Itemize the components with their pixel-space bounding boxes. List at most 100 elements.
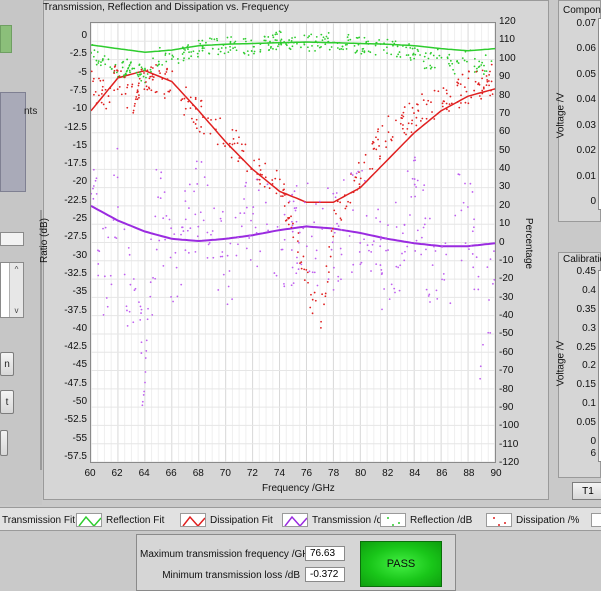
legend-reflection-db[interactable]: Reflection /dB (380, 512, 472, 528)
t1-button[interactable]: T1 (572, 482, 601, 500)
scatter-point (181, 98, 184, 100)
legend-transmission-db[interactable]: Transmission /dB (282, 512, 389, 528)
scatter-point (201, 45, 204, 48)
right-axis-tick-label: 100 (499, 52, 516, 64)
scatter-point (148, 77, 151, 80)
right-axis-tick-label: -20 (499, 273, 514, 285)
text-input-stub[interactable] (0, 232, 24, 246)
scatter-point (205, 41, 207, 44)
listbox-scrollbar[interactable]: ^ v (9, 263, 23, 317)
scatter-point (259, 173, 262, 176)
scatter-point (296, 256, 298, 259)
scatter-point (91, 192, 93, 195)
scatter-point (232, 137, 235, 140)
scatter-point (374, 44, 377, 47)
scatter-point (490, 60, 493, 63)
scatter-point (143, 72, 145, 74)
scatter-point (263, 39, 266, 42)
scatter-point (330, 230, 333, 232)
scatter-point (370, 270, 372, 272)
scatter-point (164, 54, 167, 56)
scatter-point (252, 212, 254, 215)
scatter-point (102, 79, 105, 82)
scatter-point (172, 55, 175, 58)
legend-transmission-fit[interactable]: Transmission Fit (2, 512, 75, 528)
scatter-point (407, 122, 410, 125)
scatter-point (192, 50, 195, 53)
scroll-down-icon[interactable]: v (14, 306, 19, 315)
legend-line-purple-icon (282, 513, 308, 527)
left-axis-tick-label: -55 (72, 432, 87, 444)
legend-dissipation-pct[interactable]: Dissipation /% (486, 512, 579, 528)
scatter-point (197, 225, 200, 228)
scatter-point (190, 55, 193, 58)
pass-indicator-button[interactable]: PASS (360, 541, 442, 587)
scatter-point (394, 40, 397, 43)
scatter-point (257, 189, 260, 192)
scatter-point (107, 58, 110, 61)
scatter-point (241, 149, 244, 152)
scatter-point (140, 341, 143, 344)
scatter-point (314, 257, 317, 260)
scatter-point (488, 73, 491, 76)
scatter-point (460, 102, 462, 104)
legend-dissipation-fit[interactable]: Dissipation Fit (180, 512, 273, 528)
scatter-point (445, 108, 448, 111)
scatter-point (462, 201, 465, 204)
scatter-point (411, 119, 414, 122)
component-axis-tick-label: 0.05 (576, 68, 596, 80)
scatter-point (473, 89, 476, 92)
scatter-point (445, 92, 448, 95)
scatter-point (131, 67, 134, 70)
scatter-point (293, 190, 296, 193)
scatter-point (456, 81, 459, 84)
scatter-point (126, 86, 129, 89)
scatter-point (231, 128, 234, 131)
scatter-point (486, 266, 489, 269)
calibration-axis-tick-label: 0.25 (576, 341, 596, 353)
scatter-point (100, 92, 103, 95)
scatter-point (479, 377, 482, 380)
scatter-point (261, 173, 263, 176)
scatter-point (195, 160, 198, 163)
scatter-point (473, 218, 475, 221)
calibration-axis-tick-label: 0.05 (576, 417, 596, 429)
scatter-point (441, 278, 443, 281)
scatter-point (184, 49, 186, 51)
left-button-1[interactable]: n (0, 352, 14, 376)
scatter-point (449, 59, 452, 62)
scatter-point (464, 101, 467, 104)
scroll-up-icon[interactable]: ^ (14, 265, 19, 274)
component-y-axis-label: Voltage /V (555, 92, 567, 139)
legend-extra-swatch[interactable] (591, 513, 601, 527)
component-plot-area[interactable] (598, 18, 601, 210)
left-button-3[interactable] (0, 430, 8, 456)
right-axis-tick-label: -50 (499, 328, 514, 340)
scatter-point (295, 220, 298, 223)
scatter-point (406, 127, 409, 130)
scatter-point (213, 38, 216, 41)
calibration-plot-area[interactable] (598, 270, 601, 462)
scatter-point (332, 266, 335, 269)
scatter-point (134, 102, 136, 105)
scatter-point (394, 201, 397, 204)
plot-area[interactable] (90, 22, 496, 463)
scatter-point (283, 238, 286, 241)
scatter-point (481, 92, 484, 95)
scatter-point (336, 222, 338, 225)
scatter-point (149, 295, 152, 298)
scatter-point (483, 64, 485, 67)
scatter-point (348, 235, 351, 237)
scatter-point (411, 106, 414, 109)
scatter-point (416, 48, 419, 51)
scatter-point (420, 253, 423, 256)
scatter-point (258, 158, 260, 161)
scatter-point (423, 184, 426, 187)
listbox-stub[interactable]: ^ v (0, 262, 24, 318)
scatter-point (144, 67, 146, 70)
scatter-point (369, 51, 372, 54)
scatter-point (292, 236, 295, 239)
legend-reflection-fit[interactable]: Reflection Fit (76, 512, 164, 528)
left-button-2[interactable]: t (0, 390, 14, 414)
scatter-point (387, 224, 389, 227)
